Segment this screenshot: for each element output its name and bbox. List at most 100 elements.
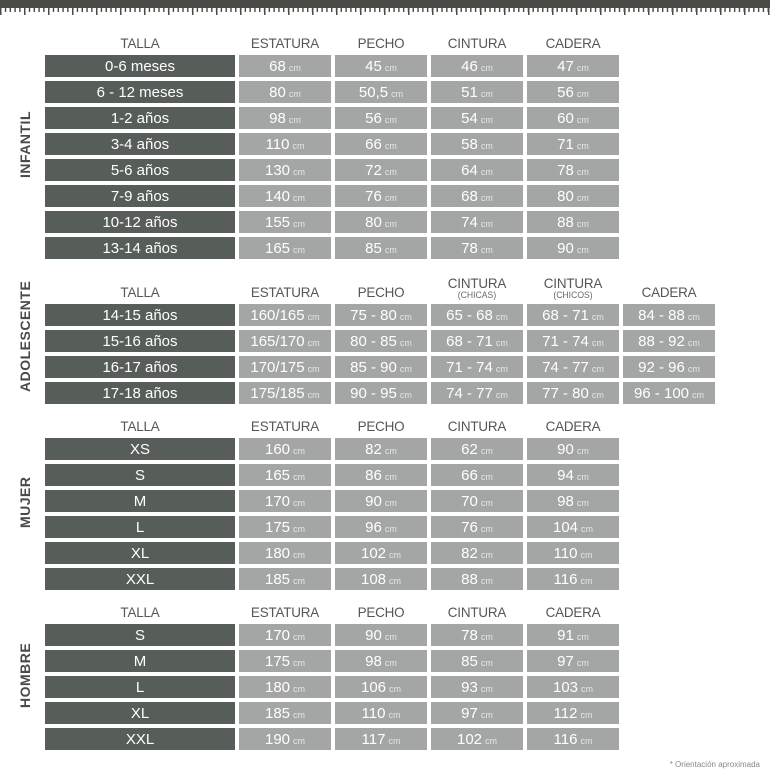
column-header-sublabel: (CHICAS) [457,289,497,300]
column-header: PECHO [337,269,425,300]
measurement-cell: 130 cm [239,159,331,181]
measurement-unit: cm [293,657,306,668]
measurement-cell: 74 cm [431,211,523,233]
size-cell: S [45,624,235,646]
measurement-value: 80 [365,213,382,231]
measurement-cell: 78 cm [431,237,523,259]
measurement-unit: cm [580,549,593,560]
measurement-cell: 98 cm [335,650,427,672]
column-header: TALLA [49,269,231,300]
section-infantil: INFANTIL TALLA ESTATURA PECHO CINTURA CADERA 0… [17,31,725,259]
measurement-value: 68 [461,187,478,205]
measurement-unit: cm [576,62,589,73]
measurement-cell: 102 cm [335,542,427,564]
measurement-value: 185 [264,570,291,588]
measurement-unit: cm [580,709,593,720]
measurement-unit: cm [495,389,508,400]
measurement-unit: cm [591,389,604,400]
measurement-unit: cm [480,218,493,229]
measurement-value: 62 [461,440,478,458]
column-header-label: PECHO [357,418,405,435]
measurement-cell: 93 cm [431,676,523,698]
measurement-cell: 54 cm [431,107,523,129]
measurement-value: 60 [557,109,574,127]
measurement-unit: cm [389,575,402,586]
measurement-cell: 47 cm [527,55,619,77]
measurement-value: 116 [553,730,578,748]
size-cell: 3-4 años [45,133,235,155]
measurement-unit: cm [389,549,402,560]
measurement-value: 51 [461,83,478,101]
measurement-value: 140 [264,187,291,205]
measurement-cell: 68 cm [431,185,523,207]
measurement-cell: 66 cm [431,464,523,486]
measurement-unit: cm [495,311,508,322]
measurement-cell: 56 cm [527,81,619,103]
measurement-cell: 110 cm [527,542,619,564]
measuring-tape-bar [0,0,770,8]
measurement-value: 110 [361,704,386,722]
measurement-cell: 80 cm [335,211,427,233]
measurement-unit: cm [399,389,412,400]
measurement-value: 85 [461,652,478,670]
measuring-tape-ruler [0,0,770,15]
measurement-unit: cm [480,631,493,642]
measurement-value: 72 [365,161,382,179]
measurement-unit: cm [384,114,397,125]
measurement-cell: 68 cm [239,55,331,77]
measurement-unit: cm [495,337,508,348]
measurement-value: 65 - 68 [446,306,493,324]
measurement-unit: cm [293,471,306,482]
measurement-cell: 165/170 cm [239,330,331,352]
column-header-label: ESTATURA [250,604,320,621]
measurement-unit: cm [293,575,306,586]
measurement-cell: 155 cm [239,211,331,233]
measurement-value: 74 - 77 [446,384,493,402]
measurement-value: 71 [557,135,574,153]
measurement-unit: cm [591,311,604,322]
measurement-value: 68 - 71 [446,332,493,350]
measurement-unit: cm [292,140,305,151]
measurement-unit: cm [384,166,397,177]
measurement-value: 74 - 77 [542,358,589,376]
measurement-cell: 78 cm [431,624,523,646]
column-header-label: PECHO [357,284,405,301]
size-cell: M [45,650,235,672]
measurement-cell: 160/165 cm [239,304,331,326]
measurement-value: 90 [557,440,574,458]
column-header-label: CINTURA [447,604,507,621]
column-header: PECHO [337,31,425,51]
section-hombre: HOMBRE TALLA ESTATURA PECHO CINTURA CADERA S 17… [17,600,725,750]
measurement-cell: 71 - 74 cm [431,356,523,378]
measurement-value: 160/165 [250,306,305,324]
measurement-unit: cm [480,575,493,586]
column-header: CADERA [529,414,617,434]
measurement-cell: 117 cm [335,728,427,750]
measurement-value: 110 [265,135,290,153]
measurement-cell: 56 cm [335,107,427,129]
measurement-unit: cm [480,549,493,560]
measurement-unit: cm [591,337,604,348]
measurement-unit: cm [293,244,306,255]
measurement-value: 78 [461,626,478,644]
measurement-value: 76 [461,518,478,536]
measurement-cell: 96 cm [335,516,427,538]
measurement-unit: cm [384,523,397,534]
measurement-unit: cm [480,192,493,203]
measurement-cell: 88 - 92 cm [623,330,715,352]
column-header-label: ESTATURA [250,35,320,52]
measurement-cell: 74 - 77 cm [527,356,619,378]
column-header: CINTURA (CHICOS) [529,269,617,300]
measurement-value: 88 - 92 [638,332,685,350]
measurement-value: 90 [365,492,382,510]
measurement-value: 80 [269,83,286,101]
measurement-unit: cm [293,523,306,534]
measurement-value: 175 [264,652,291,670]
measurement-value: 112 [553,704,578,722]
column-header-label: PECHO [357,604,405,621]
measurement-value: 90 [557,239,574,257]
measurement-cell: 90 cm [335,490,427,512]
measurement-unit: cm [576,657,589,668]
measurement-value: 54 [461,109,478,127]
measurement-value: 75 - 80 [350,306,397,324]
